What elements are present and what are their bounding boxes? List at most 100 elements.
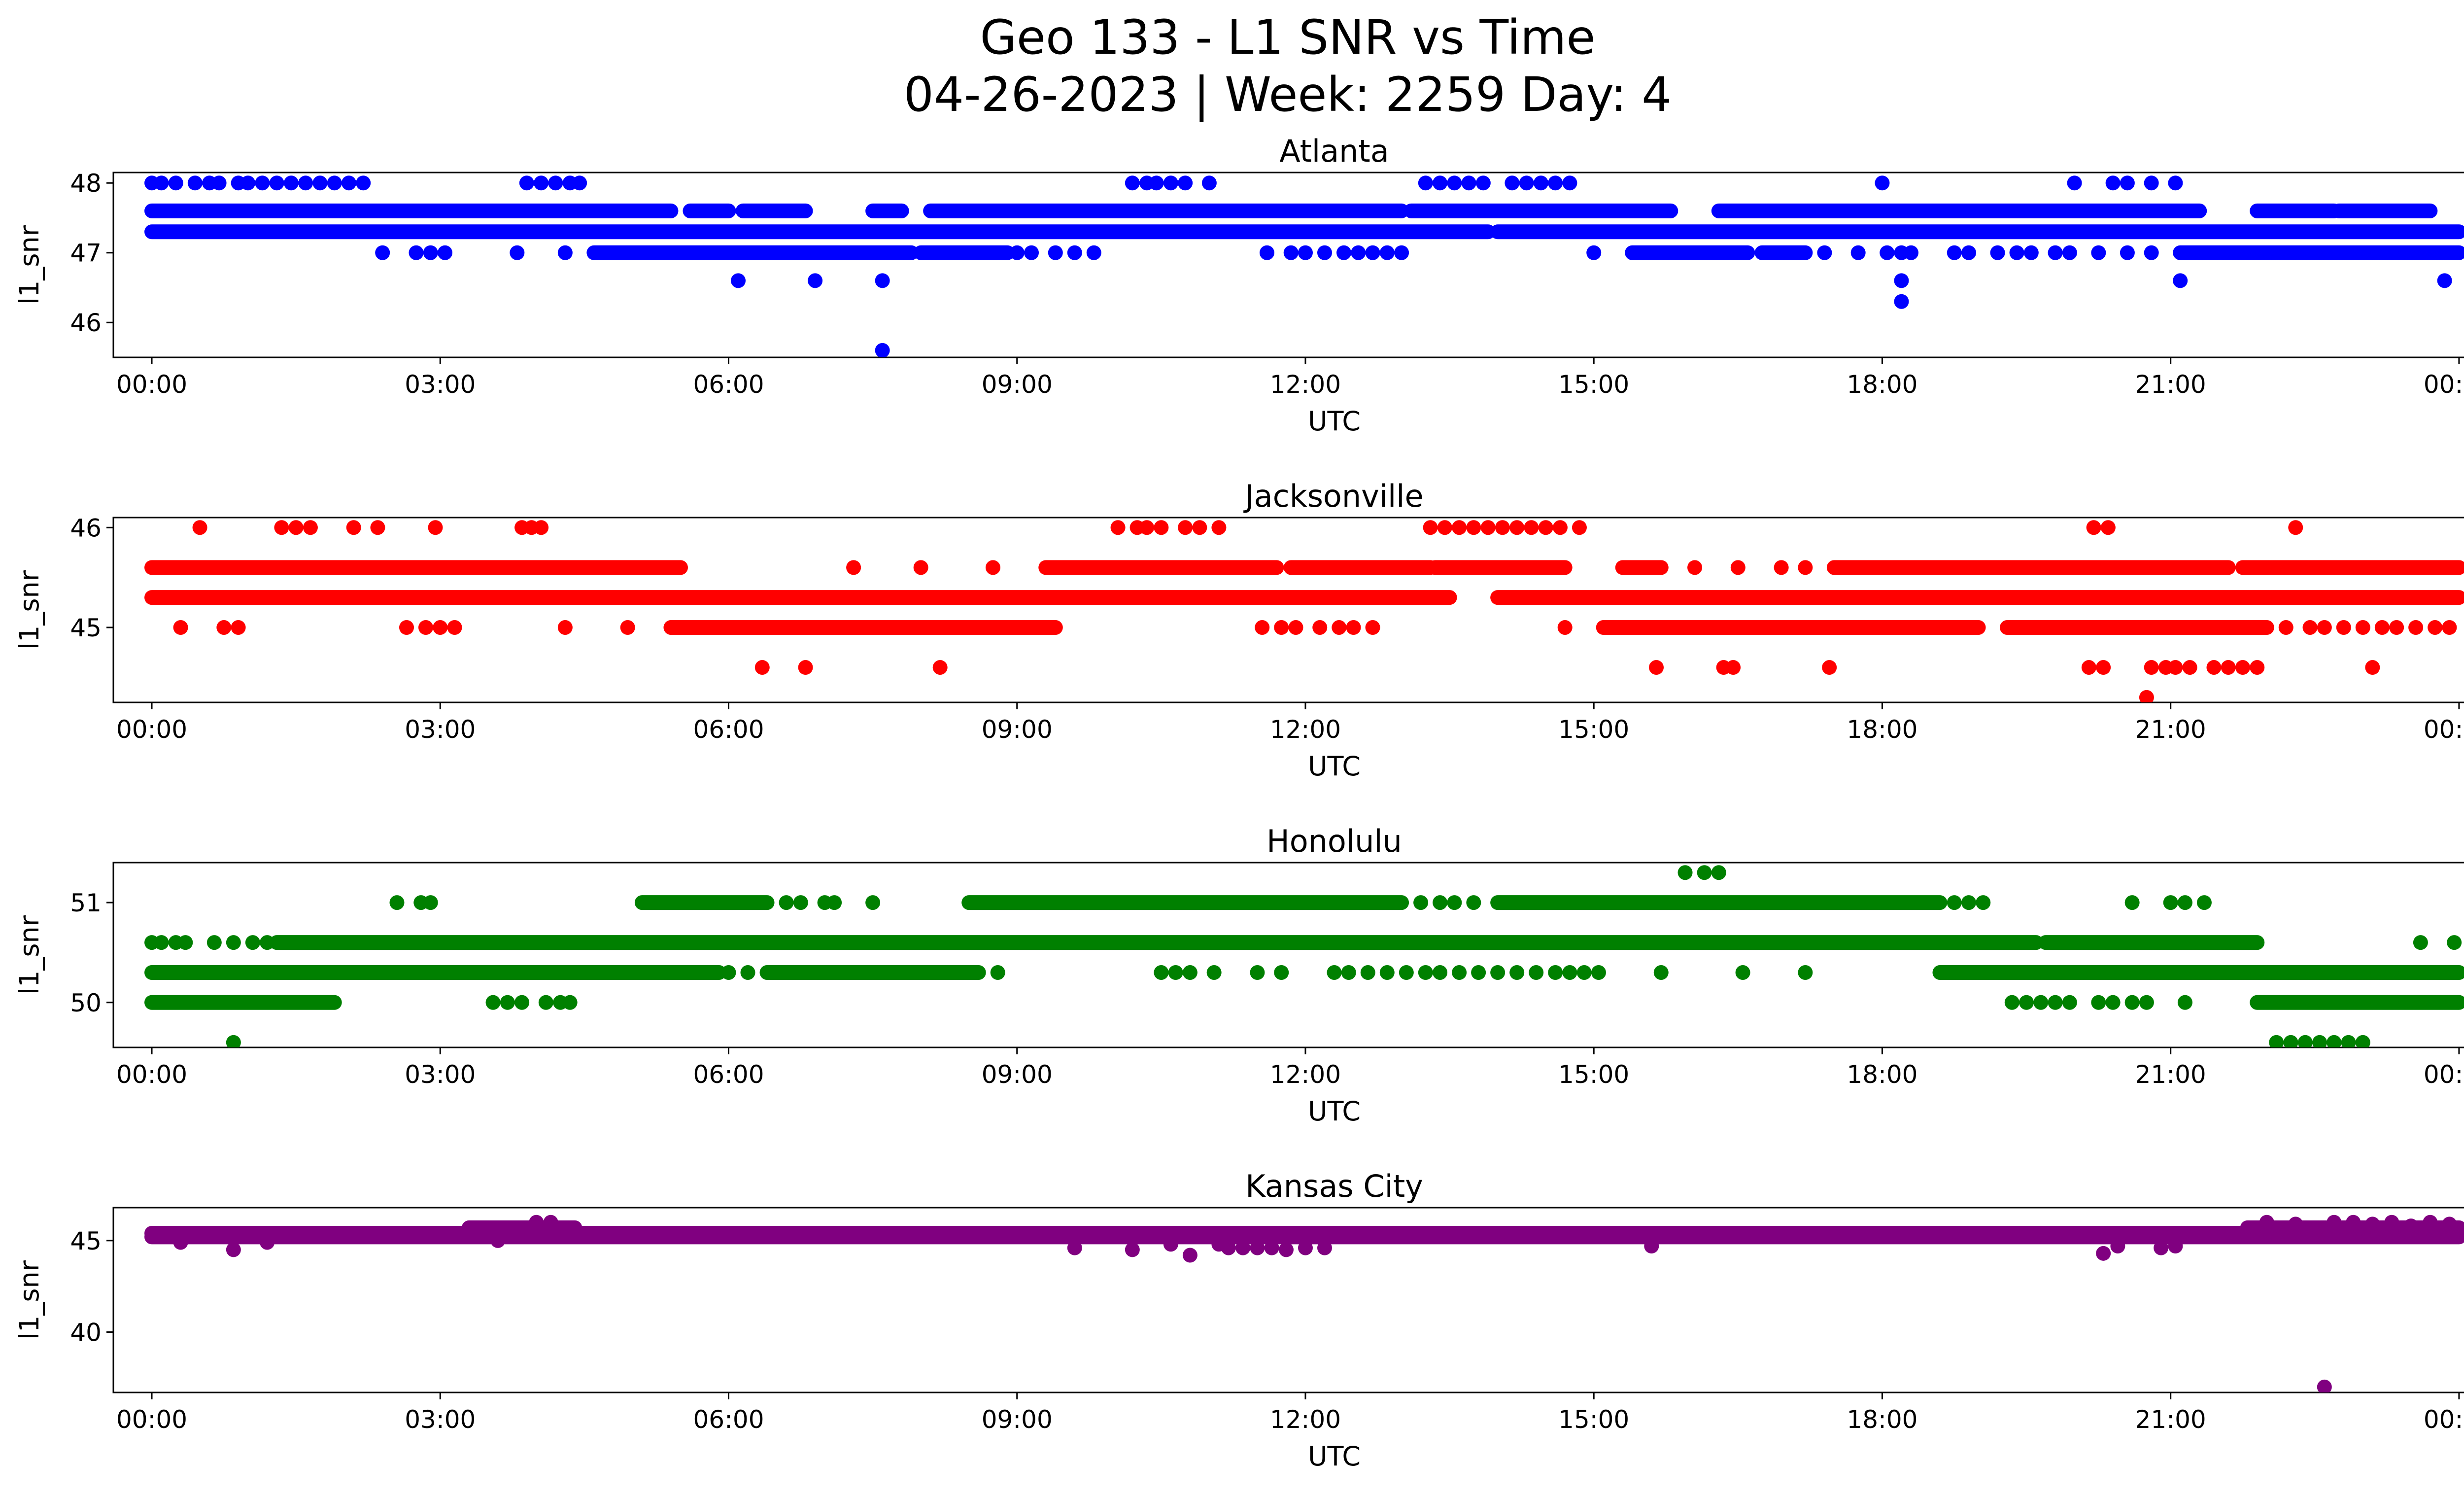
x-tick-label: 00:00: [116, 1405, 187, 1434]
data-point: [793, 895, 808, 910]
figure-title: Geo 133 - L1 SNR vs Time 04-26-2023 | We…: [0, 9, 2464, 123]
data-point: [932, 660, 948, 675]
x-tick-label: 12:00: [1270, 370, 1341, 399]
data-point: [1961, 895, 1977, 910]
data-point: [1557, 620, 1573, 635]
data-point: [1894, 273, 1909, 288]
data-point: [1850, 245, 1866, 260]
data-point: [731, 273, 746, 288]
y-tick-label: 47: [70, 239, 102, 268]
data-point: [2423, 1215, 2438, 1230]
data-point: [2048, 245, 2063, 260]
plot-frame: [112, 172, 2464, 358]
data-point: [356, 175, 371, 191]
data-marks: [144, 520, 2464, 702]
data-point: [173, 620, 188, 635]
y-tick-label: 51: [70, 889, 102, 917]
data-point: [2173, 273, 2188, 288]
data-point: [216, 620, 232, 635]
data-point: [1351, 245, 1366, 260]
data-point: [798, 660, 813, 675]
data-marks: [144, 1215, 2464, 1392]
data-point: [1154, 965, 1169, 980]
data-point: [1990, 245, 2005, 260]
data-point: [1471, 965, 1486, 980]
data-point: [1250, 965, 1265, 980]
data-point: [1163, 175, 1178, 191]
data-point: [418, 620, 434, 635]
data-point: [620, 620, 635, 635]
data-point: [1418, 965, 1433, 980]
data-point: [1139, 520, 1155, 535]
data-point: [1677, 865, 1693, 880]
data-point: [846, 560, 861, 575]
data-point: [1024, 245, 1039, 260]
data-point: [2139, 690, 2154, 702]
x-tick-label: 18:00: [1847, 1405, 1917, 1434]
data-point: [1009, 245, 1025, 260]
data-point: [2384, 1215, 2399, 1230]
data-point: [341, 175, 356, 191]
figure-title-line-2: 04-26-2023 | Week: 2259 Day: 4: [903, 67, 1672, 122]
data-point: [990, 965, 1005, 980]
x-tick-label: 18:00: [1847, 370, 1917, 399]
data-point: [514, 995, 530, 1010]
data-point: [1817, 245, 1832, 260]
x-tick-label: 03:00: [405, 715, 476, 744]
data-point: [1048, 245, 1063, 260]
x-tick-label: 09:00: [982, 1060, 1053, 1089]
data-point: [490, 1233, 506, 1248]
data-point: [2139, 995, 2154, 1010]
data-point: [1548, 175, 1563, 191]
data-point: [1697, 865, 1712, 880]
x-tick-label: 00:00: [116, 1060, 187, 1089]
data-point: [557, 620, 573, 635]
data-point: [2278, 620, 2293, 635]
data-point: [2235, 660, 2250, 675]
data-point: [875, 273, 890, 288]
data-point: [1519, 175, 1534, 191]
data-point: [438, 245, 453, 260]
data-point: [1466, 895, 1481, 910]
x-tick-label: 06:00: [693, 715, 764, 744]
data-point: [2168, 660, 2183, 675]
data-point: [1365, 245, 1380, 260]
data-point: [173, 1235, 188, 1250]
data-point: [1274, 965, 1289, 980]
data-point: [548, 175, 563, 191]
data-point: [2403, 1218, 2419, 1234]
data-point: [409, 245, 424, 260]
data-point: [1562, 175, 1577, 191]
data-point: [1495, 520, 1510, 535]
data-point: [1433, 895, 1448, 910]
data-point: [1423, 520, 1438, 535]
data-point: [375, 245, 390, 260]
data-point: [808, 273, 823, 288]
data-point: [1163, 1237, 1178, 1252]
kansas-city-chart: Kansas City 00:00 03:00 06:00 09:00 12:00 15:0…: [14, 1168, 2464, 1472]
y-tick-label: 48: [70, 169, 102, 198]
y-tick-label: 46: [70, 309, 102, 337]
data-point: [740, 965, 755, 980]
data-point: [1653, 965, 1669, 980]
data-point: [534, 175, 549, 191]
data-point: [1288, 620, 1303, 635]
data-point: [1327, 965, 1342, 980]
x-tick-label: 03:00: [405, 1405, 476, 1434]
data-point: [1086, 245, 1101, 260]
data-point: [2355, 620, 2370, 635]
data-point: [1548, 965, 1563, 980]
data-point: [2389, 620, 2404, 635]
atlanta-chart: Atlanta 00:00 03:00 06:00 09:00 12:00 15:00 18:…: [14, 133, 2464, 437]
data-point: [543, 1215, 558, 1230]
data-point: [1201, 175, 1217, 191]
data-point: [1976, 895, 1991, 910]
data-point: [423, 245, 438, 260]
data-point: [1379, 965, 1395, 980]
figure-title-line-1: Geo 133 - L1 SNR vs Time: [980, 10, 1596, 65]
x-tick-label: 21:00: [2135, 715, 2206, 744]
x-tick-label: 15:00: [1558, 715, 1629, 744]
data-point: [1447, 895, 1462, 910]
data-point: [2081, 660, 2096, 675]
